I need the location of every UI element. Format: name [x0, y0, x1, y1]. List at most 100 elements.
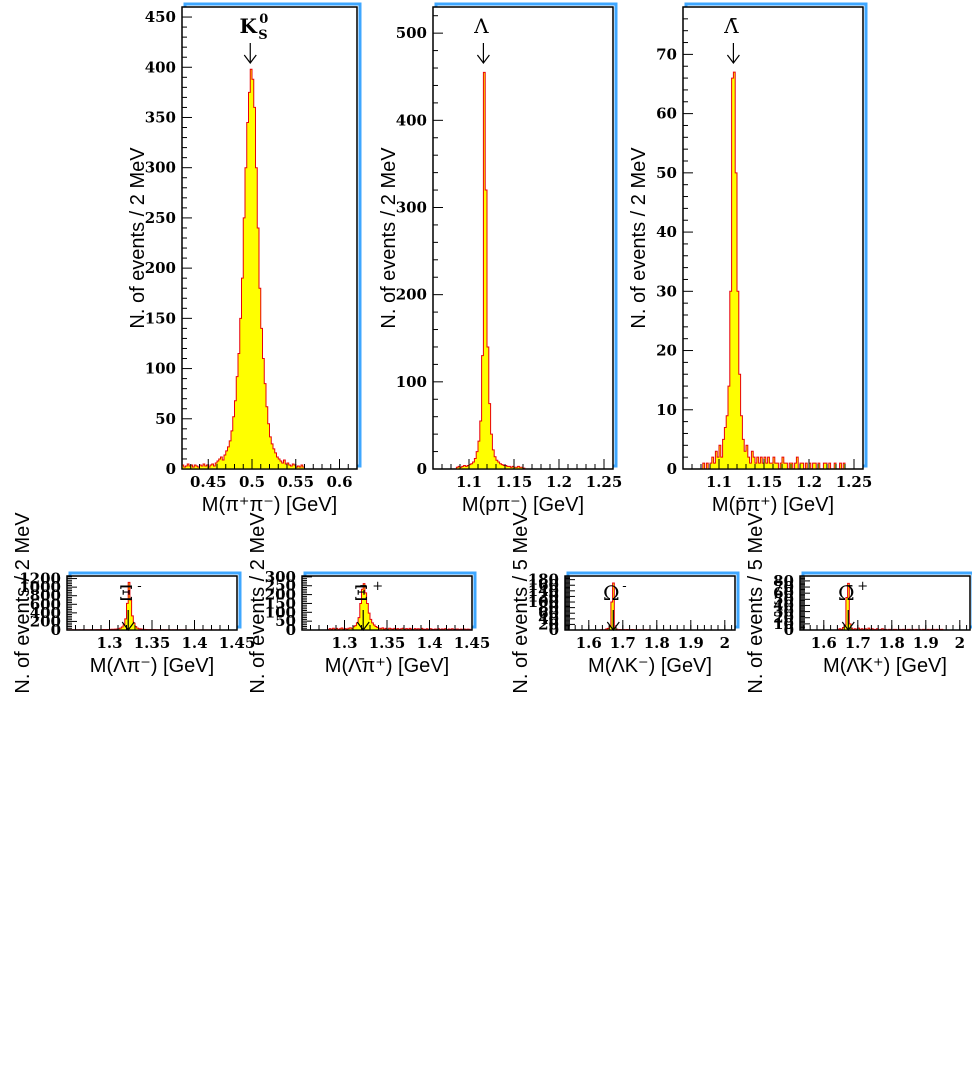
x-tick-label: 1.35: [134, 634, 171, 652]
y-tick-label: 120: [528, 587, 559, 605]
x-axis-title: M(ΛK⁻) [GeV]: [588, 655, 712, 677]
y-tick-label: 160: [528, 576, 559, 594]
histogram-panel-2: 0 100 200 300 400 500 1.1 1.15 1.2 1.25 Λ M(pπ⁻) [G…: [378, 2, 623, 516]
y-tick-label: 0: [667, 460, 677, 478]
y-tick-label: 0: [166, 460, 176, 478]
y-axis-title: N. of events / 2 MeV: [247, 512, 269, 694]
x-tick-label: 1.35: [369, 634, 406, 652]
plot-frame: [181, 6, 358, 470]
peak-label-superscript: -: [622, 579, 626, 594]
histogram-panel-1: 0 50 100 150 200 250 300 350 400 450 0.45 0.5 0.55 0.…: [127, 2, 362, 516]
x-tick-label: 1.15: [496, 473, 533, 491]
x-tick-label: 1.8: [879, 634, 905, 652]
y-tick-label: 20: [773, 609, 794, 627]
x-tick-label: 1.6: [811, 634, 837, 652]
peak-label: Ω̄: [838, 581, 855, 605]
x-tick-label: 1.1: [706, 473, 732, 491]
x-tick-label: 1.1: [456, 473, 482, 491]
peak-arrow-head: [476, 54, 490, 64]
peak-label-superscript: +: [857, 579, 868, 594]
x-axis-title: M(p̄π⁺) [GeV]: [712, 494, 834, 516]
y-tick-label: 0: [51, 621, 61, 639]
y-tick-label: 180: [528, 571, 559, 589]
x-tick-label: 0.45: [190, 473, 227, 491]
y-tick-label: 0: [417, 460, 427, 478]
y-axis-title: N. of events / 5 MeV: [510, 512, 532, 694]
y-tick-label: 150: [145, 309, 176, 327]
x-axis-title: M(Λ̄K⁺) [GeV]: [823, 655, 947, 677]
y-tick-label: 200: [30, 612, 61, 630]
x-tick-label: 1.25: [586, 473, 623, 491]
x-tick-label: 1.8: [644, 634, 670, 652]
y-tick-label: 350: [145, 108, 176, 126]
peak-label: Ω: [603, 581, 620, 605]
y-tick-label: 100: [145, 360, 176, 378]
y-tick-label: 300: [265, 568, 296, 586]
y-tick-label: 60: [538, 604, 559, 622]
x-tick-label: 1.4: [416, 634, 442, 652]
peak-label-superscript: +: [372, 579, 383, 594]
x-tick-label: 2: [720, 634, 730, 652]
x-tick-label: 1.15: [746, 473, 783, 491]
peak-label: K: [240, 14, 258, 38]
y-axis-title: N. of events / 2 MeV: [378, 147, 400, 329]
y-tick-label: 70: [773, 578, 794, 596]
x-tick-label: 1.3: [96, 634, 122, 652]
y-tick-label: 140: [528, 582, 559, 600]
peak-arrow-head: [841, 621, 855, 631]
y-tick-label: 400: [30, 604, 61, 622]
y-tick-label: 60: [656, 105, 677, 123]
y-tick-label: 250: [145, 209, 176, 227]
y-axis-title: N. of events / 2 MeV: [127, 147, 149, 329]
peak-label-subscript: S: [258, 28, 267, 43]
plot-frame: [564, 575, 736, 631]
y-tick-label: 150: [265, 594, 296, 612]
x-tick-label: 1.45: [219, 634, 256, 652]
x-tick-label: 1.9: [678, 634, 704, 652]
x-axis-title: M(Λ̄π⁺) [GeV]: [325, 655, 449, 677]
x-tick-label: 1.45: [454, 634, 491, 652]
x-tick-label: 0.55: [277, 473, 314, 491]
y-tick-label: 70: [656, 45, 677, 63]
y-tick-label: 400: [145, 58, 176, 76]
y-tick-label: 50: [275, 612, 296, 630]
x-tick-label: 2: [955, 634, 965, 652]
x-tick-label: 1.7: [610, 634, 636, 652]
x-axis-title: M(Λπ⁻) [GeV]: [90, 655, 214, 677]
histogram-fill: [701, 71, 846, 470]
y-tick-label: 200: [396, 286, 427, 304]
y-tick-label: 0: [784, 621, 794, 639]
x-tick-label: 1.3: [331, 634, 357, 652]
x-tick-label: 1.4: [181, 634, 207, 652]
y-tick-label: 20: [656, 342, 677, 360]
peak-label: Ξ̄: [354, 581, 368, 605]
y-tick-label: 1200: [19, 570, 61, 588]
y-axis-title: N. of events / 2 MeV: [12, 512, 34, 694]
y-tick-label: 250: [265, 577, 296, 595]
y-tick-label: 80: [773, 572, 794, 590]
plot-frame: [432, 6, 614, 470]
plot-frame: [799, 575, 971, 631]
x-axis-title: M(π⁺π⁻) [GeV]: [202, 494, 337, 516]
y-tick-label: 40: [656, 223, 677, 241]
y-tick-label: 200: [265, 586, 296, 604]
x-tick-label: 1.6: [576, 634, 602, 652]
histogram-panel-3: 0 10 20 30 40 50 60 70 1.1 1.15 1.2 1.25 Λ̄ M(p̄π⁺) […: [628, 2, 872, 516]
peak-arrow-head: [121, 621, 135, 631]
y-tick-label: 10: [773, 615, 794, 633]
y-tick-label: 40: [538, 610, 559, 628]
y-tick-label: 50: [656, 164, 677, 182]
y-tick-label: 1000: [19, 578, 61, 596]
y-tick-label: 800: [30, 587, 61, 605]
peak-arrow-head: [726, 54, 740, 64]
peak-label: Ξ: [119, 581, 133, 605]
y-tick-label: 0: [549, 621, 559, 639]
y-tick-label: 60: [773, 584, 794, 602]
x-tick-label: 1.9: [913, 634, 939, 652]
x-tick-label: 1.7: [845, 634, 871, 652]
